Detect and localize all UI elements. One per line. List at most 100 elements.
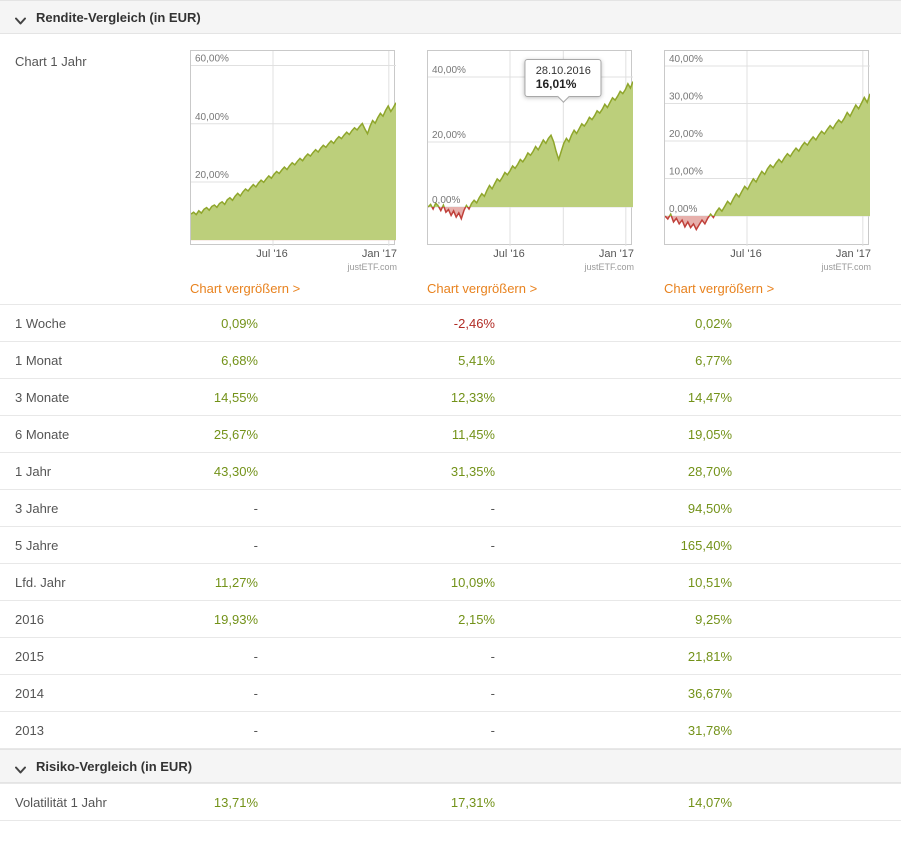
table-row: 2015 - - 21,81% bbox=[0, 638, 901, 675]
row-value: 19,05% bbox=[687, 426, 732, 442]
row-value: - bbox=[490, 648, 495, 664]
row-cell: 19,05% bbox=[664, 427, 901, 442]
row-cell: 6,68% bbox=[190, 353, 427, 368]
row-cell: - bbox=[427, 649, 664, 664]
row-cell: 43,30% bbox=[190, 464, 427, 479]
row-cell: 13,71% bbox=[190, 795, 427, 810]
row-value: 43,30% bbox=[213, 463, 258, 479]
chart-column-3: 0,00% 10,00% 20,00% 30,00% 40,00% Jul '16 Jan… bbox=[664, 50, 901, 296]
row-cell: 28,70% bbox=[664, 464, 901, 479]
row-cell: 25,67% bbox=[190, 427, 427, 442]
enlarge-chart-link-1[interactable]: Chart vergrößern > bbox=[190, 281, 301, 296]
row-value: 11,27% bbox=[214, 574, 258, 590]
table-row: 1 Monat 6,68% 5,41% 6,77% bbox=[0, 342, 901, 379]
svg-text:20,00%: 20,00% bbox=[669, 129, 703, 140]
row-value: 5,41% bbox=[458, 352, 495, 368]
row-value: 2,15% bbox=[458, 611, 495, 627]
table-row: 2016 19,93% 2,15% 9,25% bbox=[0, 601, 901, 638]
row-cell: - bbox=[190, 649, 427, 664]
section-title: Risiko-Vergleich (in EUR) bbox=[36, 758, 193, 774]
performance-chart-3[interactable]: 0,00% 10,00% 20,00% 30,00% 40,00% bbox=[664, 50, 870, 246]
table-row: 1 Jahr 43,30% 31,35% 28,70% bbox=[0, 453, 901, 490]
row-value: - bbox=[253, 722, 258, 738]
table-row: Volatilität 1 Jahr 13,71% 17,31% 14,07% bbox=[0, 784, 901, 821]
row-value: 6,77% bbox=[695, 352, 732, 368]
chart-period-label: Chart 1 Jahr bbox=[15, 54, 87, 69]
row-cell: 19,93% bbox=[190, 612, 427, 627]
tooltip-date: 28.10.2016 bbox=[535, 65, 591, 77]
chart-watermark: justETF.com bbox=[821, 262, 871, 272]
performance-chart-2[interactable]: 28.10.2016 16,01% 0,00% 20,00% 40,00% bbox=[427, 50, 633, 246]
row-value: - bbox=[490, 537, 495, 553]
row-cell: 165,40% bbox=[664, 538, 901, 553]
row-value: - bbox=[253, 537, 258, 553]
rendite-section-header[interactable]: Rendite-Vergleich (in EUR) bbox=[0, 0, 901, 34]
row-cell: - bbox=[427, 501, 664, 516]
chart-x-axis-3: Jul '16 Jan '17 bbox=[664, 245, 871, 262]
chart-watermark: justETF.com bbox=[347, 262, 397, 272]
row-cell: -2,46% bbox=[427, 316, 664, 331]
row-cell: 6,77% bbox=[664, 353, 901, 368]
row-value: 0,09% bbox=[221, 315, 258, 331]
x-axis-label: Jan '17 bbox=[835, 248, 871, 260]
svg-text:60,00%: 60,00% bbox=[195, 54, 229, 65]
svg-text:20,00%: 20,00% bbox=[432, 130, 466, 141]
row-cell: 36,67% bbox=[664, 686, 901, 701]
svg-text:10,00%: 10,00% bbox=[669, 167, 703, 178]
chart-x-axis-1: Jul '16 Jan '17 bbox=[190, 245, 397, 262]
table-row: 3 Jahre - - 94,50% bbox=[0, 490, 901, 527]
row-cell: 31,35% bbox=[427, 464, 664, 479]
chart-column-1: 20,00% 40,00% 60,00% Jul '16 Jan '17 justET… bbox=[190, 50, 427, 296]
table-row: 1 Woche 0,09% -2,46% 0,02% bbox=[0, 305, 901, 342]
row-value: 19,93% bbox=[213, 611, 258, 627]
row-cell: - bbox=[427, 538, 664, 553]
row-value: 10,09% bbox=[450, 574, 495, 590]
row-value: 17,31% bbox=[450, 794, 495, 810]
section-title: Rendite-Vergleich (in EUR) bbox=[36, 9, 201, 25]
row-cell: 94,50% bbox=[664, 501, 901, 516]
row-value: 165,40% bbox=[680, 537, 732, 553]
performance-chart-1[interactable]: 20,00% 40,00% 60,00% bbox=[190, 50, 396, 246]
row-cell: 31,78% bbox=[664, 723, 901, 738]
enlarge-chart-link-2[interactable]: Chart vergrößern > bbox=[427, 281, 538, 296]
row-label: 2013 bbox=[15, 722, 44, 738]
row-cell: 2,15% bbox=[427, 612, 664, 627]
row-cell: 0,02% bbox=[664, 316, 901, 331]
row-value: 21,81% bbox=[687, 648, 732, 664]
enlarge-chart-link-3[interactable]: Chart vergrößern > bbox=[664, 281, 775, 296]
row-value: - bbox=[490, 500, 495, 516]
risiko-section-header[interactable]: Risiko-Vergleich (in EUR) bbox=[0, 749, 901, 783]
row-value: 31,78% bbox=[687, 722, 732, 738]
svg-text:40,00%: 40,00% bbox=[195, 112, 229, 123]
row-label: 2016 bbox=[15, 611, 44, 627]
risiko-table: Volatilität 1 Jahr 13,71% 17,31% 14,07% bbox=[0, 783, 901, 821]
row-value: - bbox=[253, 648, 258, 664]
svg-text:40,00%: 40,00% bbox=[432, 65, 466, 76]
row-value: 14,55% bbox=[213, 389, 258, 405]
row-cell: 12,33% bbox=[427, 390, 664, 405]
row-cell: 14,07% bbox=[664, 795, 901, 810]
chart-column-2: 28.10.2016 16,01% 0,00% 20,00% 40,00% Jul … bbox=[427, 50, 664, 296]
chart-row: Chart 1 Jahr 20,00% 40,00% 60,00% Jul '16 J… bbox=[0, 34, 901, 304]
x-axis-label: Jul '16 bbox=[256, 248, 288, 260]
row-label: 2014 bbox=[15, 685, 44, 701]
rendite-table: 1 Woche 0,09% -2,46% 0,02% 1 Monat 6,68% 5,41%… bbox=[0, 304, 901, 749]
x-axis-label: Jan '17 bbox=[598, 248, 634, 260]
row-value: 28,70% bbox=[687, 463, 732, 479]
row-cell: 21,81% bbox=[664, 649, 901, 664]
svg-text:30,00%: 30,00% bbox=[669, 92, 703, 103]
row-value: 31,35% bbox=[450, 463, 495, 479]
row-value: - bbox=[490, 685, 495, 701]
row-cell: 10,51% bbox=[664, 575, 901, 590]
row-value: 14,47% bbox=[687, 389, 732, 405]
row-cell: 14,47% bbox=[664, 390, 901, 405]
row-cell: - bbox=[190, 723, 427, 738]
row-label: Lfd. Jahr bbox=[15, 574, 66, 590]
chevron-down-icon bbox=[15, 13, 26, 25]
table-row: 2013 - - 31,78% bbox=[0, 712, 901, 749]
row-label: 1 Monat bbox=[15, 352, 62, 368]
x-axis-label: Jul '16 bbox=[493, 248, 525, 260]
chart-x-axis-2: Jul '16 Jan '17 bbox=[427, 245, 634, 262]
row-cell: - bbox=[427, 723, 664, 738]
row-cell: - bbox=[427, 686, 664, 701]
